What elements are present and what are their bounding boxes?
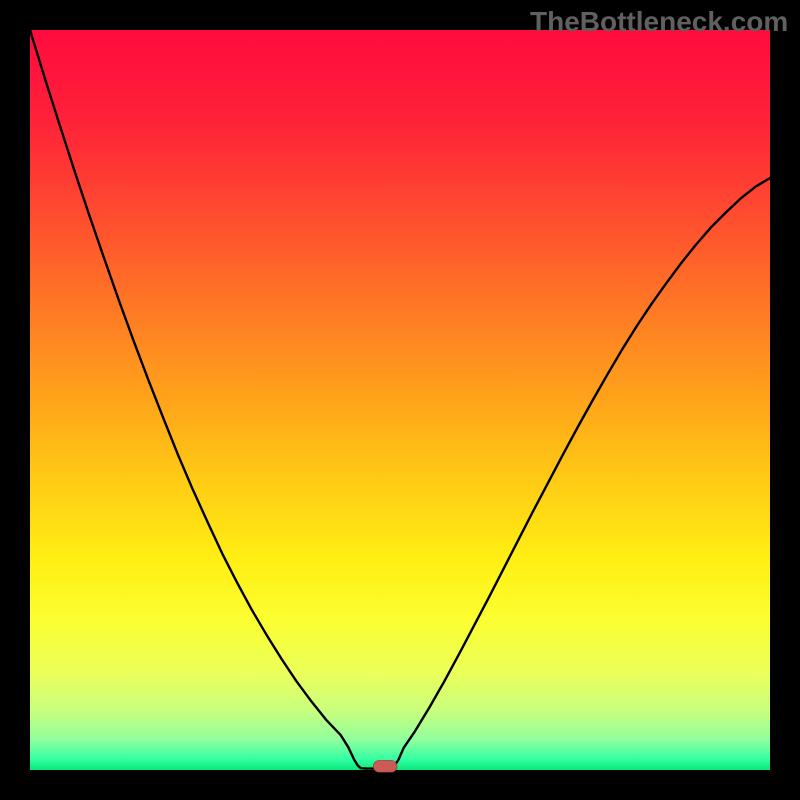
bottleneck-chart [0,0,800,800]
chart-canvas: TheBottleneck.com [0,0,800,800]
chart-gradient-bg [30,30,770,770]
watermark-text: TheBottleneck.com [530,6,788,38]
optimal-point-marker [373,760,397,772]
